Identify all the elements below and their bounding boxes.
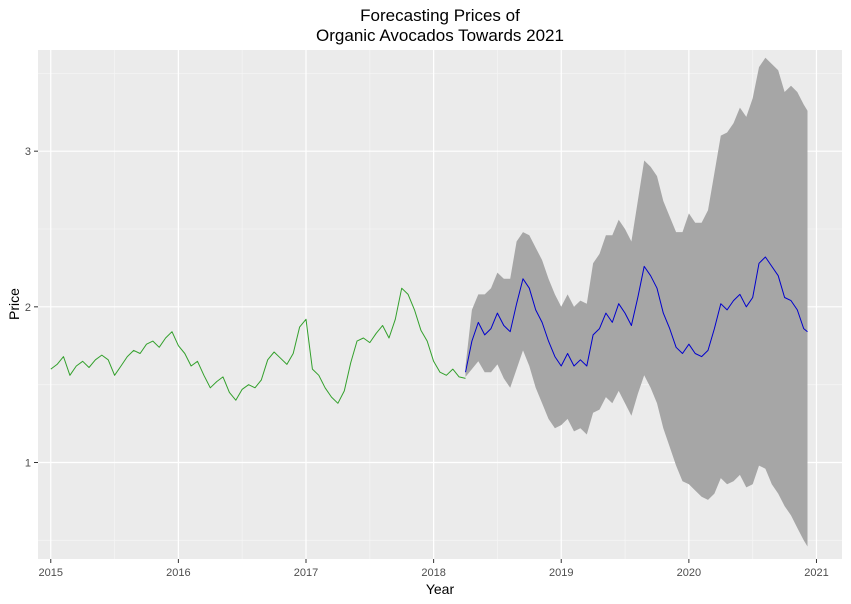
x-axis-title: Year (426, 581, 455, 597)
chart-title-line-1: Forecasting Prices of (360, 6, 520, 25)
x-tick-label: 2019 (549, 567, 573, 579)
y-tick-label: 1 (25, 457, 31, 469)
x-tick-label: 2015 (39, 567, 63, 579)
x-tick-label: 2020 (677, 567, 701, 579)
history-price-line (50, 287, 466, 404)
x-tick-label: 2018 (421, 567, 445, 579)
axis-ticks: 2015 2016 2017 2018 2019 2020 2021 1 2 3 (25, 146, 829, 579)
series-layer (50, 57, 808, 547)
chart-title-line-2: Organic Avocados Towards 2021 (316, 26, 564, 45)
y-tick-label: 3 (25, 146, 31, 158)
y-axis-title: Price (6, 288, 22, 320)
x-tick-label: 2017 (294, 567, 318, 579)
forecast-price-line (465, 256, 808, 373)
y-tick-label: 2 (25, 302, 31, 314)
x-tick-label: 2021 (804, 567, 828, 579)
x-tick-label: 2016 (166, 567, 190, 579)
